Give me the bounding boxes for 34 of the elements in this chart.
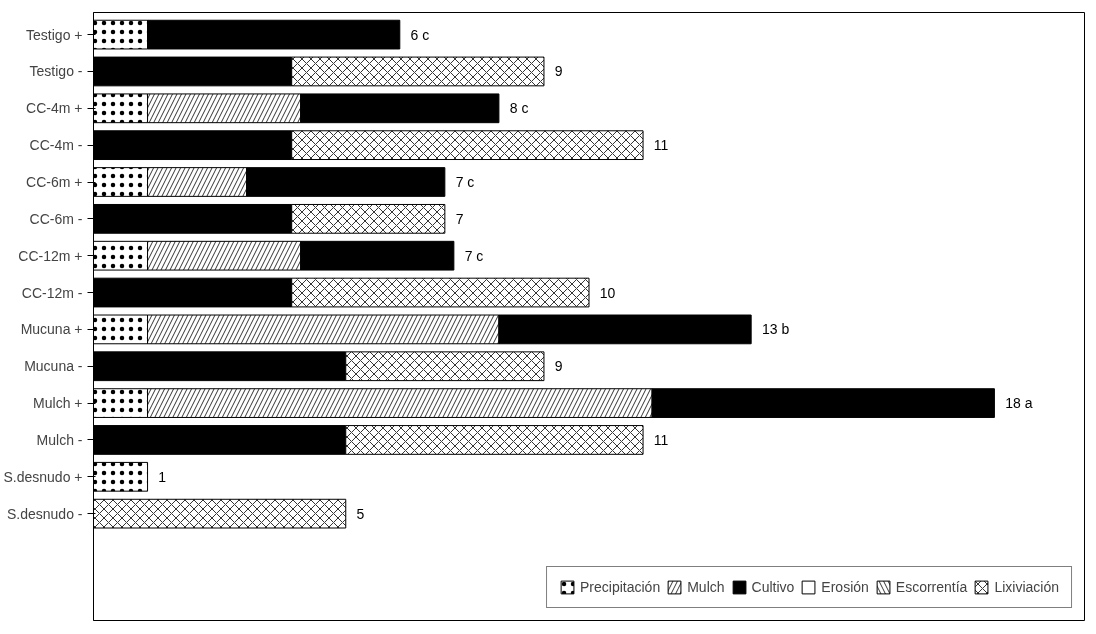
y-tick-label: S.desnudo - xyxy=(7,505,83,522)
y-tick-label: CC-12m + xyxy=(18,247,83,264)
y-tick-label: CC-6m + xyxy=(26,174,83,190)
annotation: 1 xyxy=(158,468,167,485)
annotation: 11 xyxy=(653,431,669,448)
legend-label: Mulch xyxy=(687,579,725,595)
y-tick-label: Testigo + xyxy=(26,26,83,43)
annotation: 5 xyxy=(356,505,365,522)
y-tick-label: CC-6m - xyxy=(29,210,83,227)
legend-label: Erosión xyxy=(821,579,869,595)
legend-label: Lixiviación xyxy=(994,579,1059,595)
legend-label: Precipitación xyxy=(580,579,661,595)
annotation: 8 c xyxy=(509,100,529,117)
y-tick-label: Mulch - xyxy=(36,431,83,448)
annotation: 9 xyxy=(554,63,563,80)
annotation: 13 b xyxy=(761,321,790,338)
y-tick-label: Mucuna - xyxy=(24,358,83,375)
annotation: 7 xyxy=(455,210,464,227)
annotation: 7 c xyxy=(464,247,484,264)
annotation: 6 c xyxy=(410,26,430,43)
y-tick-label: Mucuna + xyxy=(20,321,83,338)
legend-label: Cultivo xyxy=(751,579,795,595)
annotation: 9 xyxy=(554,358,563,375)
annotation: 11 xyxy=(653,137,669,154)
y-tick-label: S.desnudo + xyxy=(3,468,83,485)
y-tick-label: Testigo - xyxy=(29,63,83,80)
y-tick-label: CC-4m + xyxy=(26,100,83,117)
y-tick-label: CC-12m - xyxy=(21,284,83,301)
annotation: 10 xyxy=(599,284,616,301)
y-tick-label: CC-4m - xyxy=(29,137,83,154)
y-tick-label: Mulch + xyxy=(33,395,83,412)
annotation: 18 a xyxy=(1005,395,1033,412)
legend-label: Escorrentía xyxy=(895,579,968,595)
annotation: 7 c xyxy=(455,174,475,190)
